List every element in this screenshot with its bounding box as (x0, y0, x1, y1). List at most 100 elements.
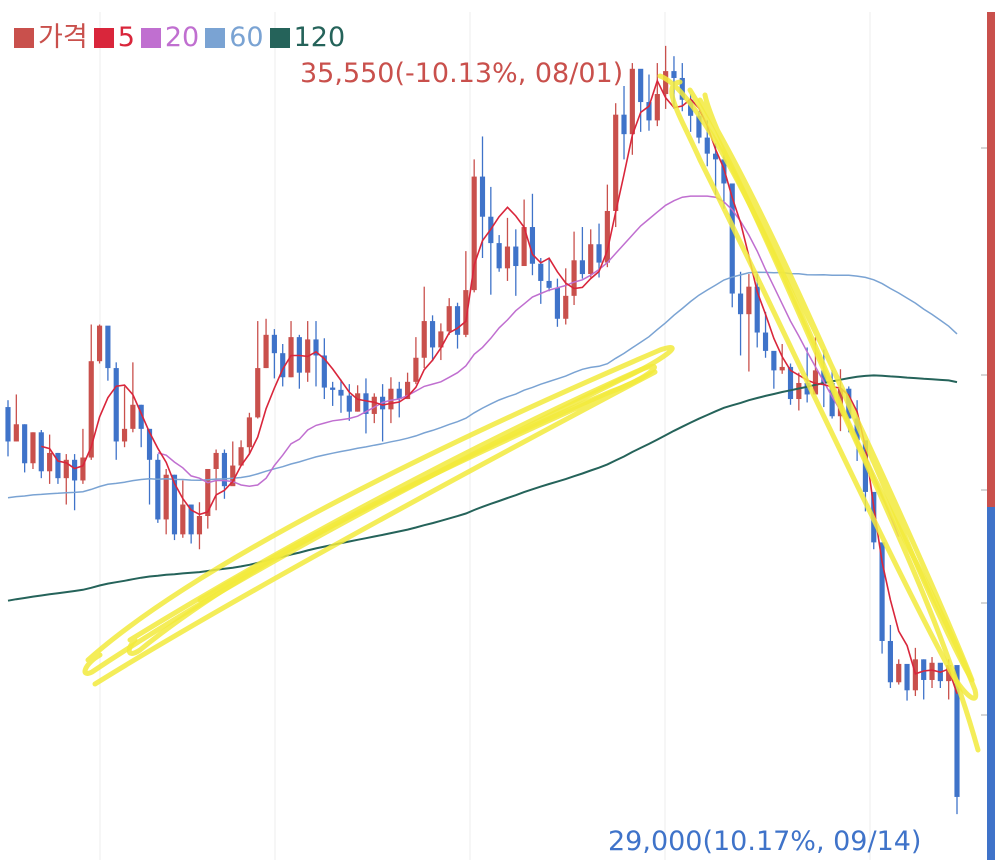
candle-body (646, 102, 652, 121)
candle-body (504, 246, 511, 269)
candle (513, 229, 519, 296)
candle-body (538, 263, 544, 281)
ma120-line (7, 374, 958, 602)
candle (463, 251, 469, 338)
candle-body (579, 260, 585, 275)
candle (421, 286, 427, 369)
candle-body (271, 334, 277, 354)
candle-body (121, 428, 128, 442)
candle-body (704, 137, 710, 154)
candle (96, 324, 103, 364)
candle-body (146, 428, 153, 460)
candle (188, 504, 194, 544)
candle (380, 384, 386, 442)
candle (22, 424, 28, 473)
candle-body (613, 114, 619, 211)
grid-lines (99, 12, 871, 860)
candle-body (571, 260, 577, 296)
candle-body (671, 71, 677, 78)
low-price-label: 29,000(10.17%, 09/14) (608, 826, 922, 857)
candle-body (829, 382, 835, 417)
candle (13, 394, 19, 442)
candle-body (246, 417, 252, 448)
legend-swatch-ma60 (205, 28, 226, 48)
candle-body (679, 77, 685, 100)
candle (621, 86, 627, 160)
candle (72, 454, 78, 511)
ma60-line (7, 271, 958, 499)
candle-body (887, 640, 893, 683)
candle-body (180, 504, 186, 535)
candle-body (737, 293, 744, 315)
candle-body (787, 366, 794, 400)
candle-body (713, 153, 719, 160)
candle (604, 184, 610, 268)
candle-body (771, 350, 777, 371)
candle (737, 271, 744, 356)
candle-body (346, 395, 352, 412)
highlight-stroke-2 (92, 369, 658, 687)
candle-body (954, 665, 960, 797)
candle (255, 321, 261, 419)
candle-body (796, 382, 802, 400)
candle (496, 235, 502, 272)
candle (47, 434, 53, 484)
candle-body (105, 325, 111, 369)
candle (313, 321, 319, 387)
candle-body (446, 306, 452, 332)
candle-body (113, 368, 119, 442)
candle-body (63, 459, 69, 479)
candle (554, 278, 561, 327)
ma5-line (41, 78, 958, 694)
candle-body (779, 366, 785, 371)
candle-body (163, 474, 169, 520)
candle-body (904, 663, 910, 691)
legend-label-ma120: 120 (293, 22, 346, 53)
candle-body (371, 396, 377, 414)
candle (762, 311, 769, 358)
candle (30, 432, 36, 469)
legend-item-ma5: 5 (93, 22, 135, 54)
candle (438, 323, 444, 361)
candle-body (513, 246, 519, 267)
candle-body (604, 210, 610, 263)
legend-item-ma120: 120 (269, 22, 346, 54)
candle-body (88, 361, 94, 458)
right-axis-bar (981, 12, 995, 860)
candle (180, 480, 186, 538)
candle (504, 217, 511, 281)
candle-body (155, 459, 161, 520)
candle (679, 63, 685, 112)
candle (446, 298, 452, 335)
legend-label-price: 가격 (38, 22, 88, 53)
candle-body (663, 71, 669, 95)
candle (904, 663, 910, 701)
candle (363, 378, 369, 434)
candle-body (804, 382, 810, 395)
candle (887, 624, 893, 688)
candle-body (22, 424, 28, 464)
candle-body (288, 337, 294, 378)
candle (629, 63, 635, 155)
candle-body (171, 474, 178, 535)
candle (271, 329, 277, 379)
candle-body (554, 287, 561, 319)
candle-body (313, 339, 319, 356)
candle (413, 337, 419, 385)
legend-item-ma20: 20 (140, 22, 199, 54)
candle (38, 430, 44, 479)
candle-body (30, 432, 36, 464)
candle-body (188, 504, 194, 535)
candle (80, 428, 86, 484)
candle (896, 659, 902, 685)
candle-body (563, 295, 569, 319)
candle (538, 258, 544, 304)
candle-body (230, 465, 236, 487)
candle-body (546, 280, 552, 288)
candle (429, 315, 436, 362)
candle (230, 441, 236, 487)
candle-body (762, 332, 769, 351)
candle-body (496, 243, 502, 269)
right-bar-down (987, 507, 995, 860)
